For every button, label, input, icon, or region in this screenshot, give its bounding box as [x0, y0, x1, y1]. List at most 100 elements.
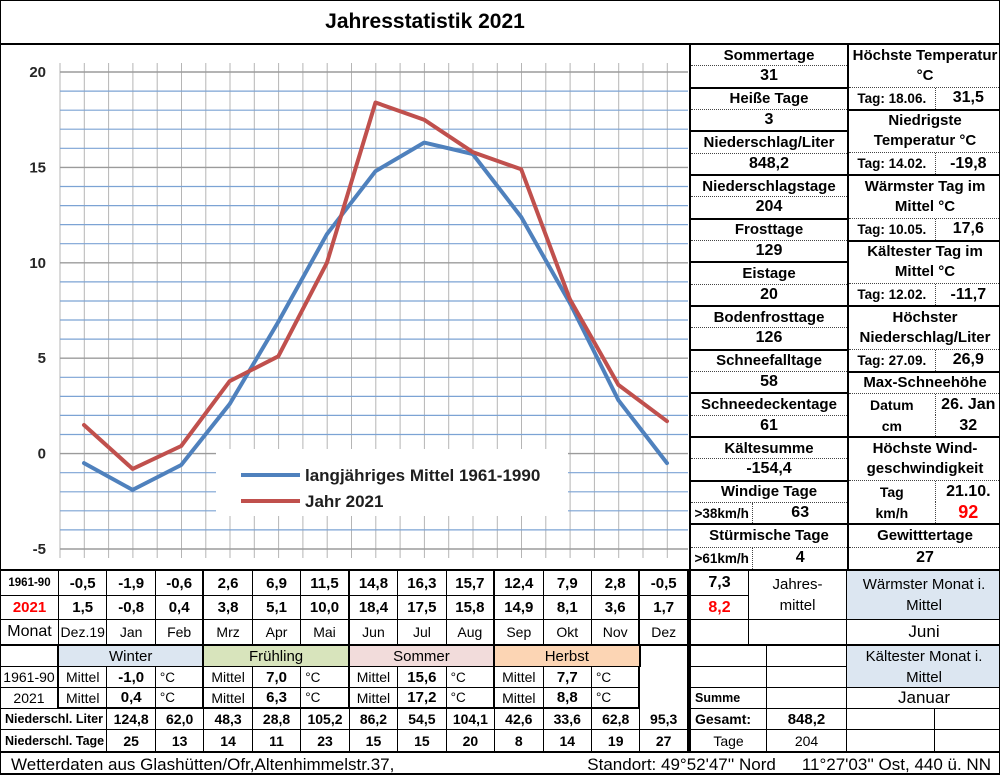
month-cell: 15,8 — [446, 596, 496, 620]
empty-cell — [641, 646, 689, 667]
row-label: 2021 — [1, 688, 59, 709]
stat-label: Niederschlagstage — [691, 176, 847, 198]
empty-cell — [935, 730, 999, 751]
chart-legend: langjähriges Mittel 1961-1990 Jahr 2021 — [216, 449, 568, 516]
summe-label: Summe — [691, 688, 767, 709]
season-mittel-label: Mittel — [495, 667, 544, 688]
precip-cell: 28,8 — [252, 709, 302, 730]
tage-total-label: Tage — [691, 730, 767, 751]
stat-entry-row: Tag: 14.02. -19,8 — [849, 153, 999, 174]
stat-entry-row: cm 32 — [849, 415, 999, 436]
month-cell: 16,3 — [398, 571, 447, 596]
empty-cell — [767, 688, 847, 709]
month-cell: Okt — [544, 620, 592, 644]
seasons-precip-table: Winter Frühling Sommer Herbst 1961-90 Mittel -… — [1, 644, 999, 751]
stat-entry-row: Tag: 27.09. 26,9 — [849, 349, 999, 371]
stat-value: 58 — [760, 373, 778, 391]
totals-value-col: 848,2 204 — [767, 646, 847, 751]
coldest-month-label-line: Kältester Monat i. — [865, 647, 983, 665]
precip-row-label: Niederschl. Liter — [1, 709, 108, 730]
precip-cell: 11 — [253, 730, 302, 751]
month-cell: Nov — [592, 620, 641, 644]
stat-group: Stürmische Tage >61km/h 4 — [691, 525, 847, 569]
empty-cell — [640, 688, 689, 709]
legend-label: Jahr 2021 — [305, 492, 383, 511]
month-cell: 15,7 — [446, 571, 496, 596]
season-mittel-label: Mittel — [59, 667, 108, 688]
stat-label: Kältesumme — [691, 438, 847, 460]
monthly-row: Monat Dez.19 Jan Feb Mrz Apr Mai Jun Jul Aug Sep Ok… — [1, 620, 689, 644]
month-cell: 8,1 — [543, 596, 592, 620]
precip-cell: 14 — [204, 730, 253, 751]
legend-label: langjähriges Mittel 1961-1990 — [305, 466, 540, 485]
precip-cell: 15 — [350, 730, 399, 751]
warmest-month-col: Wärmster Monat i. Mittel Juni — [847, 571, 999, 644]
tage-total-value: 204 — [767, 730, 847, 751]
stat-group: Höchste Wind-geschwindigkeit Tag 21.10. km/… — [849, 438, 999, 526]
stat-group-header: Höchster Niederschlag/Liter — [849, 307, 999, 350]
stat-group: Höchste Temperatur °C Tag: 18.06. 31,5 — [849, 45, 999, 111]
month-cell: Mrz — [204, 620, 253, 644]
season-header: Frühling — [204, 646, 350, 667]
stat-entry-value: 26. Jan — [941, 395, 996, 413]
stat-group-header: Höchste Wind-geschwindigkeit — [849, 438, 999, 482]
stat-group-header: Niedrigste Temperatur °C — [849, 111, 999, 154]
month-cell: 17,5 — [398, 596, 447, 620]
stat-entry-key: cm — [849, 415, 936, 436]
month-cell: 2,8 — [591, 571, 641, 596]
month-cell: -0,5 — [59, 571, 108, 596]
stat-value: -154,4 — [746, 460, 792, 478]
season-mittel-label: Mittel — [204, 667, 253, 688]
season-unit: °C — [446, 667, 496, 688]
empty-cell — [640, 667, 689, 688]
season-unit: °C — [155, 667, 205, 688]
stat-group: Schneedeckentage 61 — [691, 394, 847, 438]
stat-value: 4 — [795, 549, 805, 567]
stat-value: 3 — [764, 111, 774, 129]
footer-source: Wetterdaten aus Glashütten/Ofr,Altenhimm… — [11, 754, 395, 774]
season-mittel-value: 15,6 — [398, 667, 447, 688]
month-cell: 3,6 — [591, 596, 641, 620]
footer-location-coords-1: Standort: 49°52'47'' Nord — [587, 754, 776, 774]
y-tick-label: 15 — [29, 159, 46, 176]
month-cell: 0,4 — [155, 596, 205, 620]
season-unit: °C — [446, 688, 496, 709]
stat-label: Frosttage — [691, 220, 847, 241]
y-tick-label: 10 — [29, 255, 46, 272]
season-unit: °C — [155, 688, 205, 709]
season-header: Herbst — [495, 646, 641, 667]
stat-group-header: Wärmster Tag im Mittel °C — [849, 176, 999, 219]
stat-value: 848,2 — [748, 154, 790, 172]
stat-label: Windige Tage — [691, 482, 847, 503]
footer-bar: Wetterdaten aus Glashütten/Ofr,Altenhimm… — [1, 751, 999, 774]
stat-group: Heiße Tage 3 — [691, 89, 847, 133]
season-mittel-label: Mittel — [495, 688, 544, 709]
stat-value-row: >38km/h 63 — [691, 502, 847, 524]
precip-cell: 54,5 — [398, 709, 447, 730]
stat-entry-value: 26,9 — [952, 351, 984, 369]
stat-entry-key: Tag: 27.09. — [849, 349, 936, 371]
stat-group-header: Kältester Tag im Mittel °C — [849, 242, 999, 285]
precip-cell: 8 — [495, 730, 544, 751]
stat-label: Sommertage — [691, 45, 847, 67]
precip-cell: 124,8 — [107, 709, 156, 730]
row-label: 1961-90 — [1, 667, 59, 688]
month-cell: -0,6 — [155, 571, 205, 596]
annual-mean-2021: 8,2 — [691, 596, 749, 620]
month-cell: Feb — [156, 620, 205, 644]
warmest-month-label-line: Wärmster Monat i. — [862, 576, 986, 593]
stat-entry-value: 17,6 — [952, 220, 984, 238]
season-mittel-value: 0,4 — [107, 688, 156, 709]
precip-cell: 14 — [544, 730, 592, 751]
warmest-month-value: Juni — [908, 622, 940, 641]
month-cell: 14,8 — [349, 571, 399, 596]
stat-entry-key: Tag: 14.02. — [849, 153, 936, 174]
season-mittel-label: Mittel — [204, 688, 253, 709]
month-cell: -1,9 — [107, 571, 156, 596]
month-cell: 14,9 — [495, 596, 544, 620]
month-cell: -0,8 — [107, 596, 156, 620]
month-cell: 3,8 — [204, 596, 253, 620]
stat-group-header-line: geschwindigkeit — [866, 460, 984, 478]
monthly-row: 1961-90 -0,5 -1,9 -0,6 2,6 6,9 11,5 14,8 16,3 15,… — [1, 571, 689, 596]
y-tick-label: 5 — [38, 350, 46, 367]
